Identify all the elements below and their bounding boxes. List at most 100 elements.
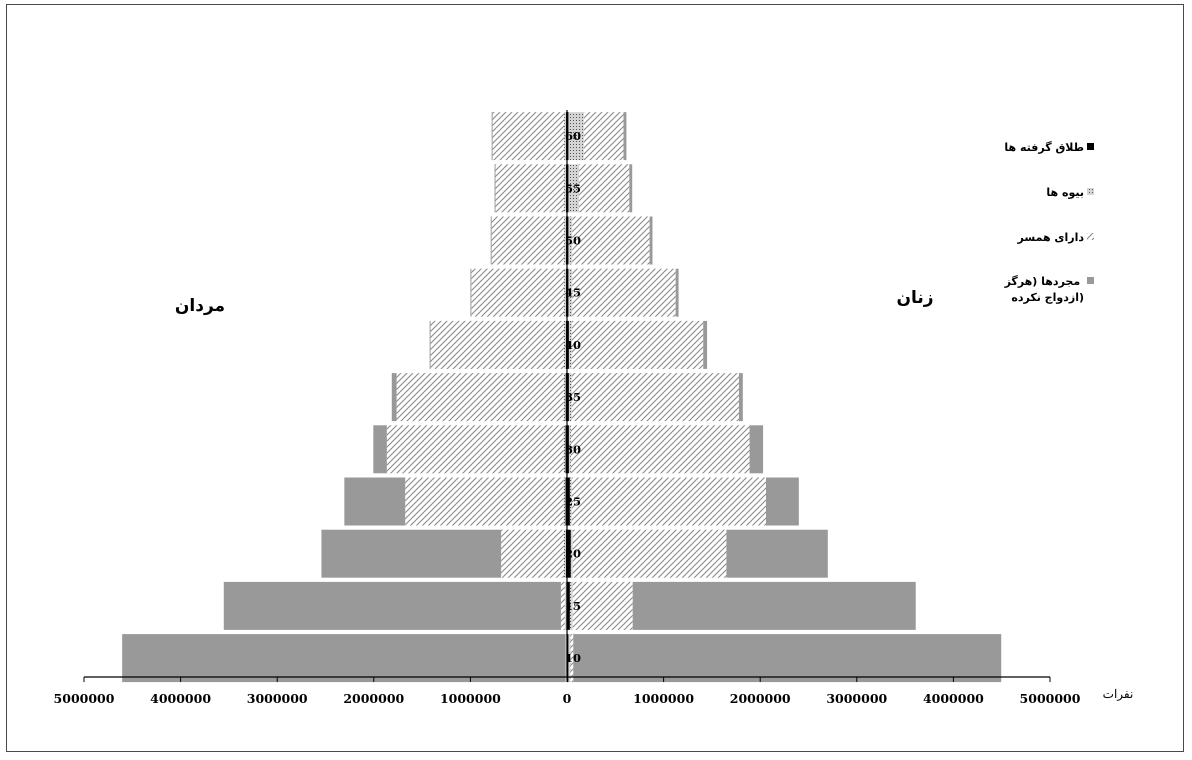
bar-men-single-40 bbox=[429, 320, 431, 369]
age-group-label: 35 bbox=[565, 390, 581, 404]
bar-men-widowed-30 bbox=[563, 425, 566, 474]
bar-men-single-60 bbox=[491, 112, 493, 161]
bar-women-widowed-50 bbox=[568, 216, 573, 265]
age-group-label: 60 bbox=[565, 129, 581, 143]
x-tick-label: 2000000 bbox=[343, 691, 404, 706]
age-group-label: 40 bbox=[565, 338, 581, 352]
x-tick-label: 5000000 bbox=[1020, 691, 1081, 706]
bar-men-single-50 bbox=[490, 216, 492, 265]
bar-men-widowed-45 bbox=[564, 268, 567, 317]
legend-widowed-label: بیوه ها bbox=[1046, 186, 1084, 199]
legend-widowed-swatch bbox=[1087, 188, 1094, 195]
x-tick-label: 1000000 bbox=[440, 691, 501, 706]
bar-women-married-35 bbox=[571, 373, 739, 422]
x-tick-label: 3000000 bbox=[247, 691, 308, 706]
bar-men-single-45 bbox=[470, 268, 472, 317]
bar-women-married-50 bbox=[572, 216, 650, 265]
bar-women-married-10 bbox=[570, 634, 574, 683]
bar-women-divorced-15 bbox=[567, 581, 570, 630]
bar-men-single-15 bbox=[223, 581, 561, 630]
bar-men-divorced-30 bbox=[565, 425, 567, 474]
bar-men-widowed-25 bbox=[563, 477, 566, 526]
bar-women-married-20 bbox=[572, 529, 727, 578]
x-tick-label: 5000000 bbox=[54, 691, 115, 706]
bar-women-married-55 bbox=[579, 164, 630, 213]
x-tick-label: 4000000 bbox=[150, 691, 211, 706]
bar-women-single-10 bbox=[573, 634, 1002, 683]
legend-single-swatch bbox=[1087, 277, 1094, 284]
bar-men-single-35 bbox=[391, 373, 397, 422]
bar-women-married-30 bbox=[570, 425, 750, 474]
bar-men-widowed-40 bbox=[563, 320, 566, 369]
x-tick-label: 1000000 bbox=[633, 691, 694, 706]
bar-women-divorced-55 bbox=[567, 164, 569, 213]
bar-women-single-30 bbox=[749, 425, 764, 474]
bar-women-divorced-25 bbox=[567, 477, 570, 526]
bar-women-single-20 bbox=[726, 529, 828, 578]
age-group-label: 45 bbox=[565, 286, 581, 300]
x-tick-label: 0 bbox=[563, 691, 572, 706]
bar-women-divorced-45 bbox=[567, 268, 569, 317]
legend-married-label: دارای همسر bbox=[1017, 231, 1085, 244]
bar-women-widowed-25 bbox=[569, 477, 572, 526]
unit-label: نفرات bbox=[1103, 687, 1134, 701]
bar-women-single-40 bbox=[703, 320, 708, 369]
bar-women-divorced-35 bbox=[567, 373, 569, 422]
bar-women-single-35 bbox=[738, 373, 743, 422]
bar-women-widowed-40 bbox=[568, 320, 572, 369]
bar-women-divorced-20 bbox=[567, 529, 571, 578]
age-group-label: 25 bbox=[565, 495, 581, 509]
legend-single-label: مجردها (هرگز ازدواج نکرده) bbox=[1004, 275, 1084, 305]
bar-women-widowed-55 bbox=[568, 164, 580, 213]
bar-women-divorced-30 bbox=[567, 425, 569, 474]
bar-men-widowed-55 bbox=[564, 164, 567, 213]
bar-men-married-25 bbox=[405, 477, 564, 526]
bar-men-married-35 bbox=[396, 373, 564, 422]
men-label: مردان bbox=[175, 296, 225, 316]
age-group-label: 30 bbox=[565, 442, 581, 456]
bar-women-widowed-20 bbox=[570, 529, 573, 578]
age-group-label: 15 bbox=[565, 599, 581, 613]
bar-women-single-50 bbox=[649, 216, 653, 265]
bar-men-married-15 bbox=[560, 581, 565, 630]
bar-women-divorced-50 bbox=[567, 216, 569, 265]
age-group-label: 10 bbox=[565, 651, 581, 665]
age-group-label: 55 bbox=[565, 181, 581, 195]
bar-men-divorced-35 bbox=[565, 373, 567, 422]
bar-men-married-50 bbox=[491, 216, 565, 265]
x-tick-label: 2000000 bbox=[730, 691, 791, 706]
bar-women-single-15 bbox=[632, 581, 916, 630]
bar-men-widowed-60 bbox=[564, 112, 567, 161]
bar-women-married-40 bbox=[571, 320, 704, 369]
bar-men-divorced-25 bbox=[565, 477, 567, 526]
bar-women-single-55 bbox=[629, 164, 633, 213]
bar-women-widowed-45 bbox=[568, 268, 573, 317]
bar-women-married-60 bbox=[583, 112, 624, 161]
bar-women-married-25 bbox=[571, 477, 766, 526]
x-tick-label: 3000000 bbox=[826, 691, 887, 706]
bar-men-single-20 bbox=[321, 529, 502, 578]
bar-women-married-15 bbox=[572, 581, 633, 630]
women-label: زنان bbox=[896, 288, 933, 308]
legend-divorced-label: طلاق گرفته ها bbox=[1004, 141, 1084, 154]
x-tick-label: 4000000 bbox=[923, 691, 984, 706]
bar-women-single-25 bbox=[766, 477, 799, 526]
bar-women-widowed-35 bbox=[568, 373, 572, 422]
bar-men-married-40 bbox=[430, 320, 564, 369]
bar-men-single-10 bbox=[122, 634, 566, 683]
bar-women-divorced-10 bbox=[567, 634, 569, 683]
bar-women-single-45 bbox=[675, 268, 679, 317]
bar-men-married-60 bbox=[492, 112, 565, 161]
bar-men-widowed-15 bbox=[564, 581, 567, 630]
bar-men-married-45 bbox=[471, 268, 565, 317]
bar-men-single-55 bbox=[494, 164, 496, 213]
age-group-label: 20 bbox=[565, 547, 581, 561]
bar-men-widowed-35 bbox=[563, 373, 566, 422]
bar-women-widowed-30 bbox=[568, 425, 571, 474]
bar-women-widowed-15 bbox=[569, 581, 573, 630]
age-group-label: 50 bbox=[565, 234, 581, 248]
bar-men-single-30 bbox=[373, 425, 387, 474]
bar-women-widowed-10 bbox=[568, 634, 571, 683]
bar-men-widowed-50 bbox=[564, 216, 567, 265]
